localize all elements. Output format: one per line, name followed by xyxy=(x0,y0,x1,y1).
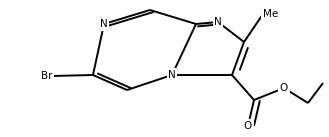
Text: Br: Br xyxy=(40,71,52,81)
Text: N: N xyxy=(168,70,176,80)
Text: N: N xyxy=(100,19,108,29)
Text: N: N xyxy=(214,17,222,27)
Text: O: O xyxy=(244,121,252,131)
Text: Me: Me xyxy=(263,9,278,19)
Text: O: O xyxy=(280,83,288,93)
